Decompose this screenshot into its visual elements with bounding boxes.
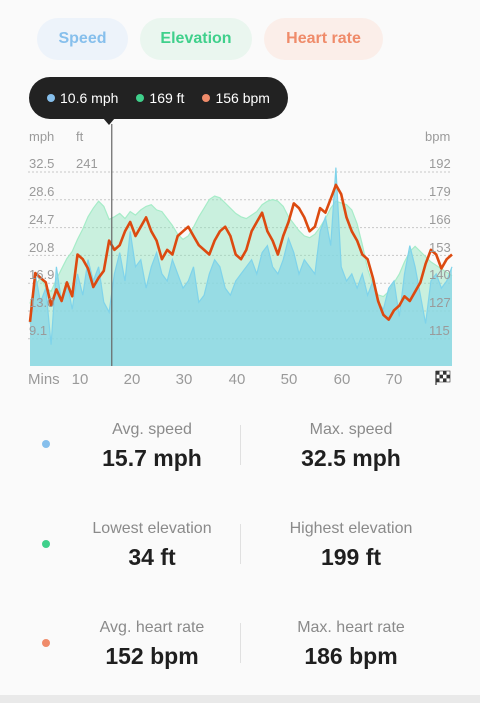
heart-rate-tick-label: 192 — [429, 156, 451, 171]
stat-value: 32.5 mph — [301, 445, 401, 471]
tooltip-heart-rate: 156 bpm — [202, 90, 270, 106]
tab-speed[interactable]: Speed — [37, 18, 128, 60]
tooltip-elevation: 169 ft — [136, 90, 184, 106]
x-tick-label: 40 — [229, 371, 246, 388]
stat-value: 152 bpm — [105, 643, 199, 669]
elevation-legend-dot-icon — [42, 540, 50, 548]
speed-tick-label: 16.9 — [29, 267, 54, 282]
tooltip-speed: 10.6 mph — [47, 90, 118, 106]
heart-rate-tick-label: 127 — [429, 295, 451, 310]
y-axis-labels: mph ft bpm 32.5 28.6 24.7 20.8 16.9 13.0… — [29, 129, 451, 338]
heart-rate-dot-icon — [202, 94, 211, 102]
speed-unit-label: mph — [29, 129, 54, 144]
elevation-unit-label: ft — [76, 129, 84, 144]
tab-elevation[interactable]: Elevation — [140, 18, 252, 60]
heart-rate-unit-label: bpm — [425, 129, 450, 144]
x-axis-title: Mins — [28, 371, 60, 388]
stat-label: Max. speed — [309, 421, 393, 438]
speed-tick-label: 32.5 — [29, 156, 54, 171]
speed-tick-label: 20.8 — [29, 240, 54, 255]
heart-rate-legend-dot-icon — [42, 639, 50, 647]
elevation-tick-label: 241 — [76, 156, 98, 171]
stat-value: 34 ft — [128, 544, 176, 570]
lowest-elevation-stat: Lowest elevation 34 ft — [42, 520, 262, 571]
stat-label: Avg. speed — [112, 421, 192, 438]
x-tick-label: 10 — [72, 371, 89, 388]
stat-label: Lowest elevation — [92, 520, 212, 537]
stat-value: 186 bpm — [304, 643, 398, 669]
max-heart-rate-stat: Max. heart rate 186 bpm — [241, 619, 461, 670]
chart-tooltip: 10.6 mph 169 ft 156 bpm — [29, 77, 288, 119]
stat-divider — [240, 524, 241, 564]
speed-tick-label: 13.0 — [29, 295, 54, 310]
speed-tick-label: 9.1 — [29, 323, 47, 338]
tab-heart-rate[interactable]: Heart rate — [264, 18, 383, 60]
stat-label: Highest elevation — [289, 520, 413, 537]
heart-rate-tick-label: 153 — [429, 240, 451, 255]
max-speed-stat: Max. speed 32.5 mph — [241, 421, 461, 472]
x-tick-label: 30 — [176, 371, 193, 388]
stat-value: 15.7 mph — [102, 445, 202, 471]
elevation-line — [29, 195, 453, 304]
workout-chart[interactable]: mph ft bpm 32.5 28.6 24.7 20.8 16.9 13.0… — [0, 0, 480, 400]
tooltip-elevation-value: 169 ft — [149, 90, 185, 106]
heart-rate-tick-label: 115 — [429, 323, 450, 338]
highest-elevation-stat: Highest elevation 199 ft — [241, 520, 461, 571]
heart-rate-tick-label: 179 — [429, 184, 451, 199]
card-bottom-edge — [0, 695, 480, 703]
x-tick-label: 60 — [334, 371, 351, 388]
x-tick-label: 50 — [281, 371, 298, 388]
tooltip-pointer — [103, 118, 115, 125]
x-axis-labels: Mins 10 20 30 40 50 60 70 — [28, 371, 402, 388]
speed-tick-label: 24.7 — [29, 212, 54, 227]
checkered-flag-icon — [435, 370, 451, 385]
stat-divider — [240, 623, 241, 663]
plot-area — [28, 167, 453, 366]
speed-dot-icon — [47, 94, 56, 102]
stat-divider — [240, 425, 241, 465]
stat-value: 199 ft — [320, 544, 382, 570]
heart-rate-line — [28, 183, 453, 323]
heart-rate-tick-label: 166 — [429, 212, 451, 227]
x-tick-label: 20 — [124, 371, 141, 388]
tooltip-speed-value: 10.6 mph — [60, 90, 119, 106]
speed-area — [30, 167, 452, 366]
avg-heart-rate-stat: Avg. heart rate 152 bpm — [42, 619, 262, 670]
tooltip-heart-rate-value: 156 bpm — [215, 90, 270, 106]
heart-rate-tick-label: 140 — [429, 267, 451, 282]
x-tick-label: 70 — [386, 371, 403, 388]
speed-tick-label: 28.6 — [29, 184, 54, 199]
stat-label: Avg. heart rate — [99, 619, 205, 636]
elevation-dot-icon — [136, 94, 145, 102]
speed-legend-dot-icon — [42, 440, 50, 448]
stat-label: Max. heart rate — [297, 619, 405, 636]
avg-speed-stat: Avg. speed 15.7 mph — [42, 421, 262, 472]
